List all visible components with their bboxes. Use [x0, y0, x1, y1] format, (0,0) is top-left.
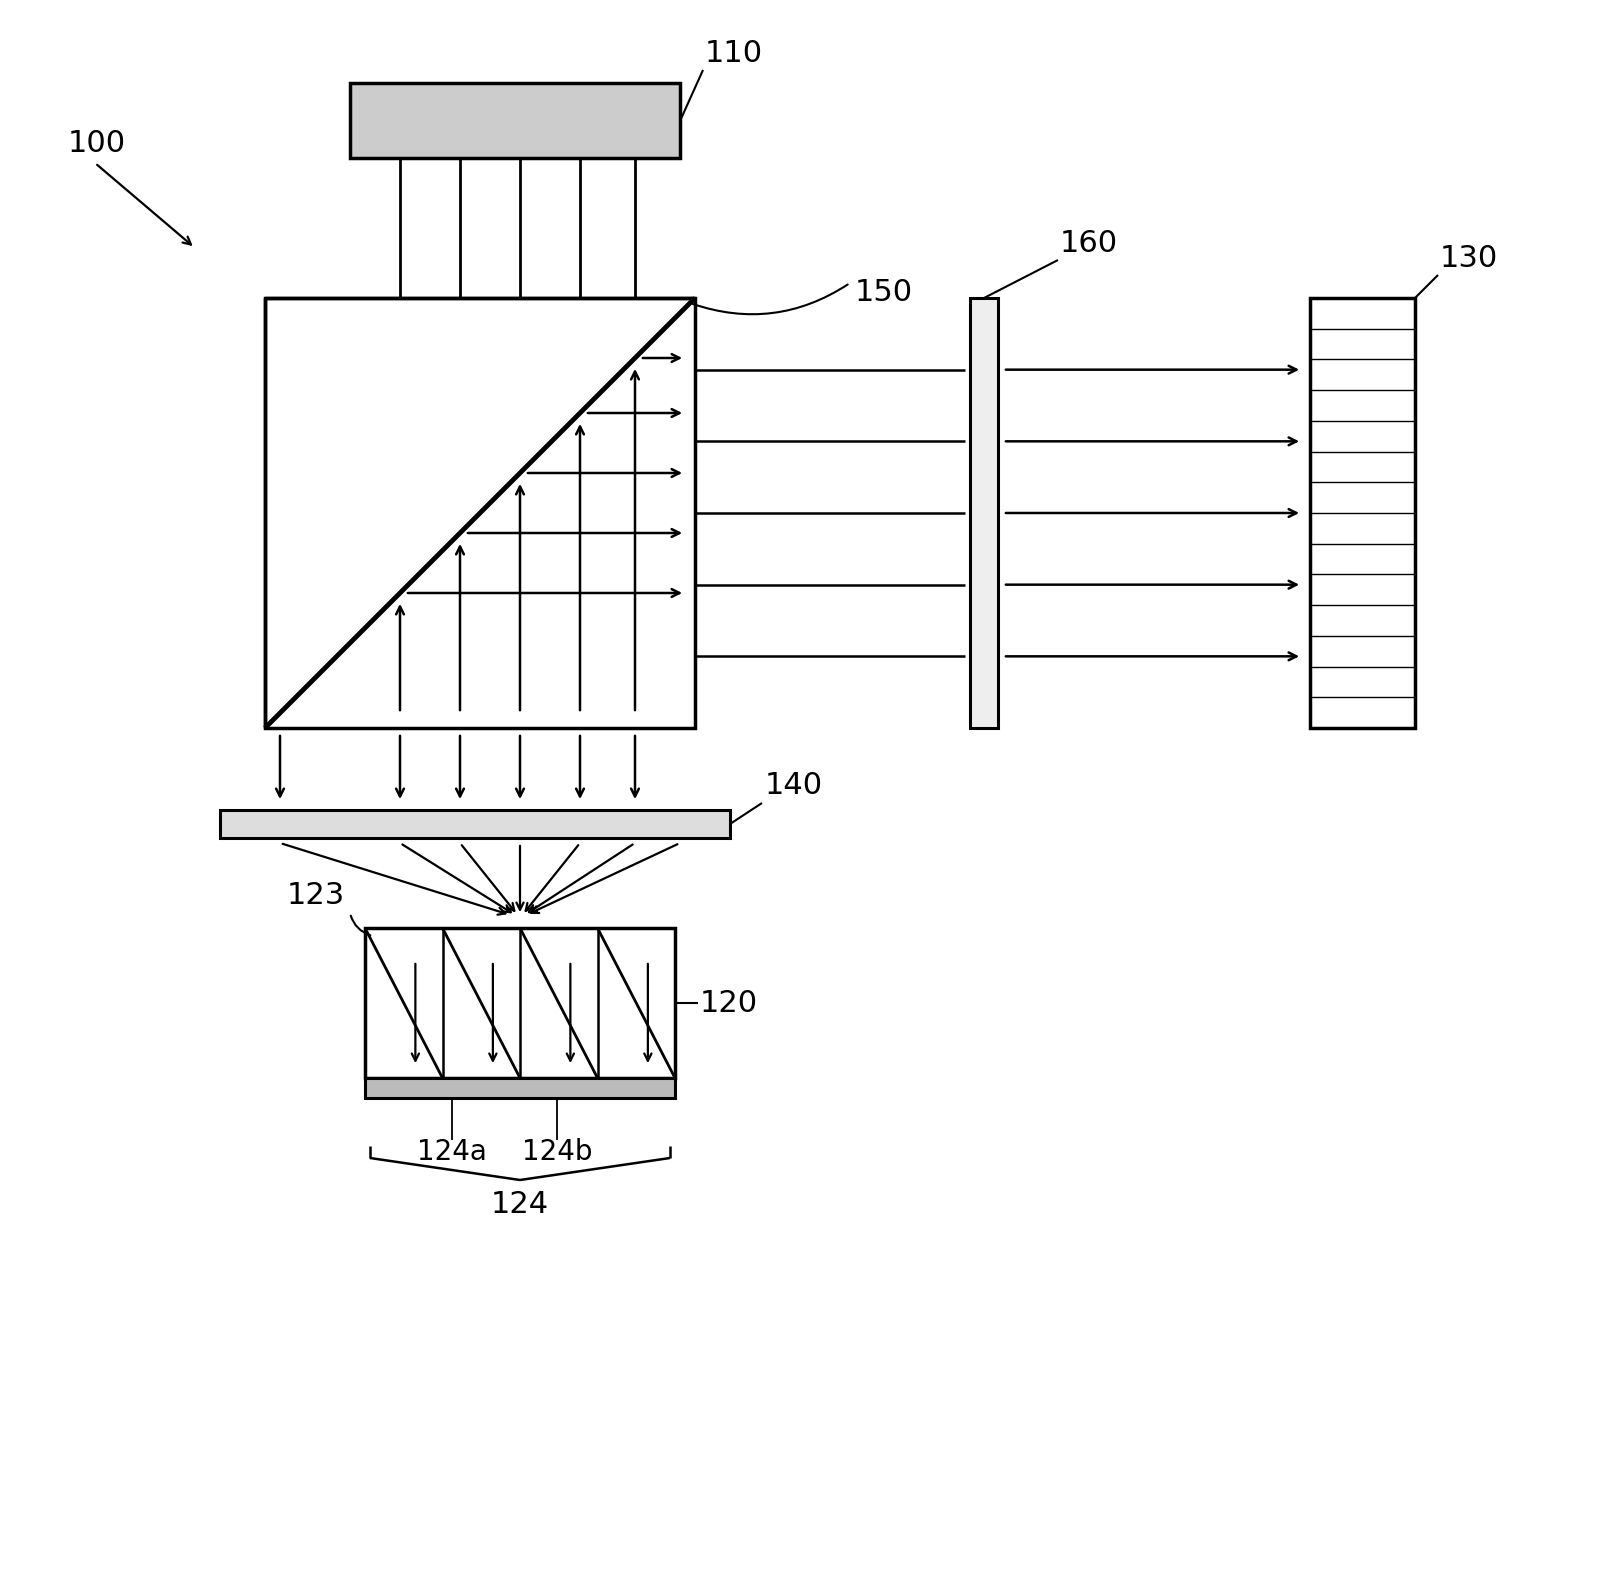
Text: 124a: 124a [416, 1139, 487, 1166]
Bar [365, 1078, 675, 1097]
Text: 140: 140 [765, 772, 823, 800]
Bar [971, 299, 998, 727]
Text: 120: 120 [701, 988, 759, 1018]
Text: 100: 100 [67, 129, 125, 157]
Text: 124b: 124b [522, 1139, 593, 1166]
Bar [350, 83, 680, 157]
Bar [1310, 299, 1416, 727]
Text: 124: 124 [490, 1189, 550, 1220]
Bar [365, 927, 675, 1078]
Text: 110: 110 [705, 40, 763, 68]
Text: 130: 130 [1440, 245, 1498, 273]
Bar [265, 299, 694, 727]
Text: 150: 150 [855, 278, 913, 306]
Bar [220, 810, 730, 838]
Text: 160: 160 [1061, 229, 1118, 257]
Text: 123: 123 [286, 881, 346, 910]
